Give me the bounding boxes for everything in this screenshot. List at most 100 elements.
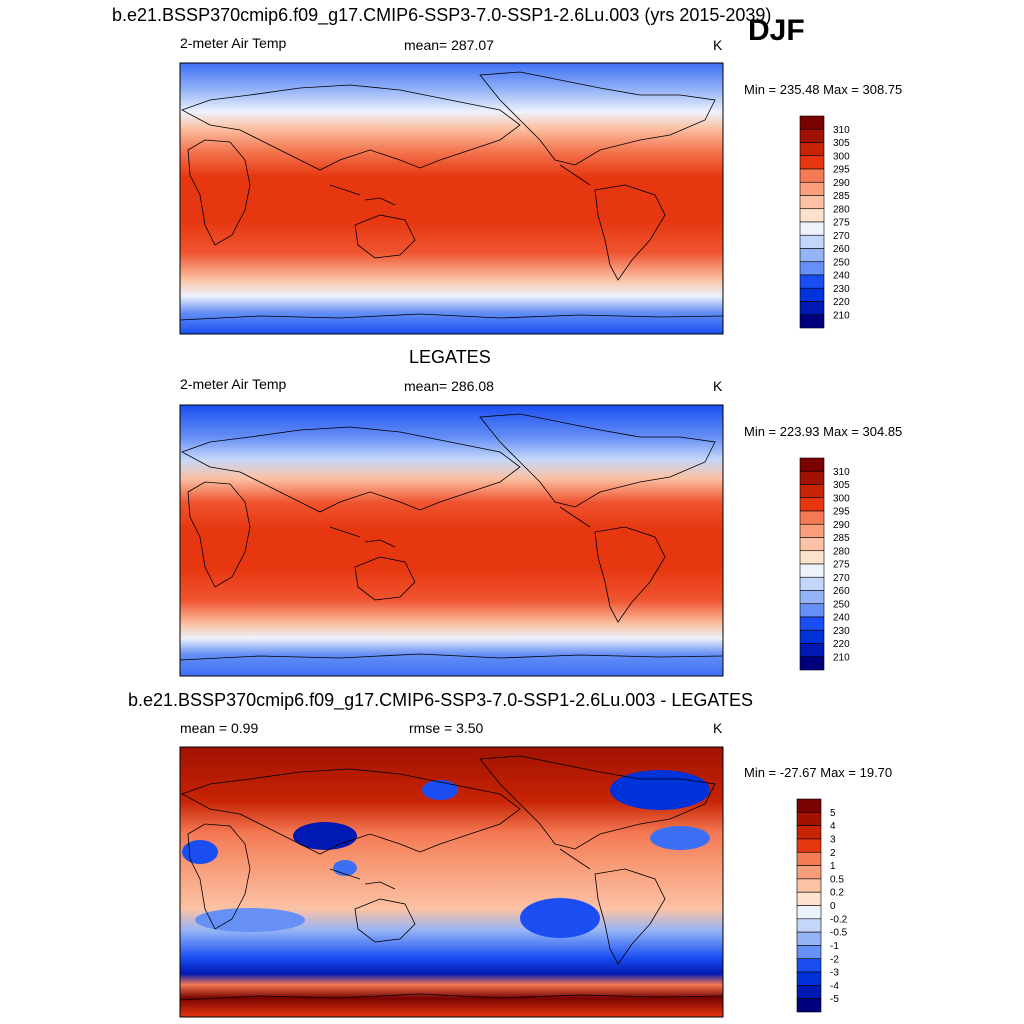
colorbar-tick-label: -4 xyxy=(830,981,839,992)
colorbar-tick-label: 275 xyxy=(833,218,850,229)
colorbar-box xyxy=(796,891,822,906)
panel3-map-frame xyxy=(179,746,724,1018)
colorbar-tick-label: 310 xyxy=(833,467,850,478)
colorbar-tick-label: 270 xyxy=(833,231,850,242)
colorbar-box xyxy=(796,838,822,853)
colorbar-tick-label: 3 xyxy=(830,834,836,845)
panel1-minmax-label: Min = 235.48 Max = 308.75 xyxy=(744,82,903,97)
colorbar-box xyxy=(799,208,825,223)
colorbar-tick-label: 290 xyxy=(833,178,850,189)
colorbar-tick-label: 285 xyxy=(833,533,850,544)
colorbar-box xyxy=(799,457,825,472)
panel2-map-frame xyxy=(179,404,724,677)
colorbar-tick-label: 290 xyxy=(833,520,850,531)
colorbar-tick-label: -1 xyxy=(830,941,839,952)
panel3-colorbar: 5 4 3 2 1 0.5 0.2 0 -0.2 -0.5 -1 -2 -3 -4 -5 xyxy=(796,798,848,1013)
colorbar-box xyxy=(799,497,825,512)
panel1-map xyxy=(179,62,724,335)
panel2-minmax-label: Min = 223.93 Max = 304.85 xyxy=(744,424,903,439)
colorbar-box xyxy=(799,261,825,276)
colorbar-box xyxy=(799,470,825,485)
colorbar-tick-label: 310 xyxy=(833,125,850,136)
panel2-colorbar: 310 305 300 295 290 285 280 275 270 260 250 240 230 2… xyxy=(799,457,850,671)
panel2-coastlines xyxy=(179,413,724,661)
colorbar-tick-label: 295 xyxy=(833,507,850,518)
colorbar-tick-label: -0.5 xyxy=(830,928,848,939)
panel1-units-label: K xyxy=(713,37,723,53)
colorbar-tick-label: 275 xyxy=(833,560,850,571)
colorbar-box xyxy=(796,905,822,920)
panel2-title: LEGATES xyxy=(409,347,491,367)
colorbar-tick-label: 0 xyxy=(830,901,836,912)
colorbar-box xyxy=(799,168,825,183)
colorbar-box xyxy=(796,812,822,826)
colorbar-box xyxy=(799,523,825,538)
colorbar-tick-label: 0.2 xyxy=(830,888,844,899)
colorbar-box xyxy=(796,985,822,999)
colorbar-box xyxy=(799,590,825,605)
colorbar-tick-label: 305 xyxy=(833,480,850,491)
colorbar-box xyxy=(799,616,825,631)
colorbar-box xyxy=(799,563,825,578)
colorbar-box xyxy=(799,301,825,316)
colorbar-box xyxy=(799,537,825,552)
colorbar-box xyxy=(796,958,822,973)
colorbar-tick-label: 300 xyxy=(833,151,850,162)
colorbar-tick-label: -5 xyxy=(830,994,839,1005)
colorbar-box xyxy=(799,181,825,196)
colorbar-tick-label: 0.5 xyxy=(830,874,844,885)
colorbar-tick-label: 305 xyxy=(833,138,850,149)
panel1-coastlines xyxy=(179,71,724,321)
colorbar-tick-label: 280 xyxy=(833,204,850,215)
colorbar-tick-label: 240 xyxy=(833,613,850,624)
panel2-units-label: K xyxy=(713,378,723,394)
colorbar-box xyxy=(799,155,825,170)
panel3-coastlines xyxy=(179,755,724,1001)
colorbar-box xyxy=(799,221,825,236)
panel1-colorbar: 310 305 300 295 290 285 280 275 270 260 250 240 230 2… xyxy=(799,115,850,329)
panel2-map xyxy=(179,404,724,677)
colorbar-tick-label: 220 xyxy=(833,297,850,308)
colorbar-tick-label: 270 xyxy=(833,573,850,584)
colorbar-box xyxy=(799,484,825,499)
colorbar-tick-label: -2 xyxy=(830,954,839,965)
colorbar-box xyxy=(799,576,825,591)
colorbar-tick-label: 220 xyxy=(833,639,850,650)
colorbar-tick-label: 5 xyxy=(830,808,836,819)
colorbar-box xyxy=(799,550,825,565)
colorbar-box xyxy=(799,115,825,130)
panel2-mean-label: mean= 286.08 xyxy=(404,378,494,394)
colorbar-box xyxy=(799,195,825,210)
panel3-rmse-label: rmse = 3.50 xyxy=(409,720,484,736)
colorbar-tick-label: 230 xyxy=(833,626,850,637)
panel3-map xyxy=(179,746,724,1018)
colorbar-tick-label: 1 xyxy=(830,861,836,872)
panel1-map-field xyxy=(180,63,723,334)
colorbar-tick-label: 210 xyxy=(833,310,850,321)
panel1-mean-label: mean= 287.07 xyxy=(404,37,494,53)
panel3-units-label: K xyxy=(713,720,723,736)
colorbar-box xyxy=(796,851,822,866)
colorbar-tick-label: 260 xyxy=(833,244,850,255)
colorbar-box xyxy=(799,274,825,289)
panel2-map-field xyxy=(180,405,723,676)
colorbar-box xyxy=(799,287,825,302)
colorbar-tick-label: 295 xyxy=(833,165,850,176)
colorbar-tick-label: 240 xyxy=(833,271,850,282)
colorbar-box xyxy=(796,798,822,813)
panel1-variable-label: 2-meter Air Temp xyxy=(180,35,287,51)
colorbar-box xyxy=(799,234,825,249)
panel3-mean-label: mean = 0.99 xyxy=(180,720,259,736)
colorbar-tick-label: 4 xyxy=(830,821,836,832)
colorbar-box xyxy=(799,643,825,658)
colorbar-tick-label: 2 xyxy=(830,848,836,859)
colorbar-box xyxy=(799,128,825,143)
colorbar-tick-label: 300 xyxy=(833,493,850,504)
season-label: DJF xyxy=(748,14,805,47)
colorbar-box xyxy=(796,971,822,986)
colorbar-box xyxy=(796,945,822,960)
panel1-title: b.e21.BSSP370cmip6.f09_g17.CMIP6-SSP3-7.… xyxy=(112,5,772,25)
colorbar-box xyxy=(799,603,825,618)
colorbar-tick-label: 260 xyxy=(833,586,850,597)
